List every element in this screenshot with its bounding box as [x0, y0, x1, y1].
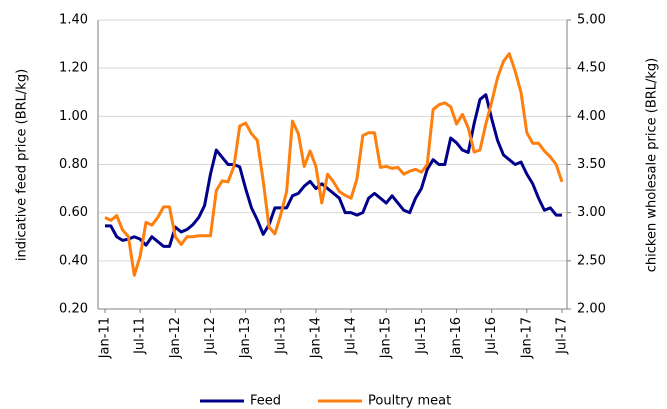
- y2-tick-label: 4.00: [577, 109, 606, 124]
- y-tick-label: 0.20: [59, 302, 88, 317]
- x-tick-label: Jan-17: [519, 317, 534, 359]
- series-line: [104, 52, 564, 277]
- x-tick-label: Jul-14: [344, 317, 359, 355]
- x-tick-label: Jul-15: [414, 317, 429, 355]
- legend-label: Feed: [250, 394, 281, 409]
- y-tick-label: 0.80: [59, 157, 88, 172]
- y-tick-label: 0.60: [59, 205, 88, 220]
- x-tick-label: Jan-16: [449, 317, 464, 359]
- y-tick-label: 1.20: [59, 61, 88, 76]
- y2-tick-label: 3.50: [577, 157, 606, 172]
- series-line: [105, 93, 562, 248]
- y-tick-label: 0.40: [59, 253, 88, 268]
- y-axis-title: indicative feed price (BRL/kg): [15, 69, 30, 261]
- legend-label: Poultry meat: [368, 394, 451, 409]
- y2-tick-label: 2.50: [577, 253, 606, 268]
- x-tick-label: Jul-17: [555, 317, 570, 355]
- x-tick-label: Jan-11: [98, 317, 113, 359]
- y-tick-label: 1.00: [59, 109, 88, 124]
- y2-tick-label: 5.00: [577, 13, 606, 28]
- x-tick-label: Jul-11: [133, 317, 148, 355]
- x-tick-label: Jul-12: [203, 317, 218, 355]
- x-tick-label: Jul-16: [484, 317, 499, 355]
- y2-tick-label: 2.00: [577, 302, 606, 317]
- y2-axis-title: chicken wholesale price (BRL/kg): [645, 58, 660, 272]
- x-tick-label: Jan-13: [238, 317, 253, 359]
- x-tick-label: Jan-15: [379, 317, 394, 359]
- y-tick-label: 1.40: [59, 13, 88, 28]
- x-tick-label: Jan-12: [168, 317, 183, 359]
- y2-tick-label: 3.00: [577, 205, 606, 220]
- y2-tick-label: 4.50: [577, 61, 606, 76]
- x-tick-label: Jan-14: [308, 317, 323, 359]
- x-tick-label: Jul-13: [273, 317, 288, 355]
